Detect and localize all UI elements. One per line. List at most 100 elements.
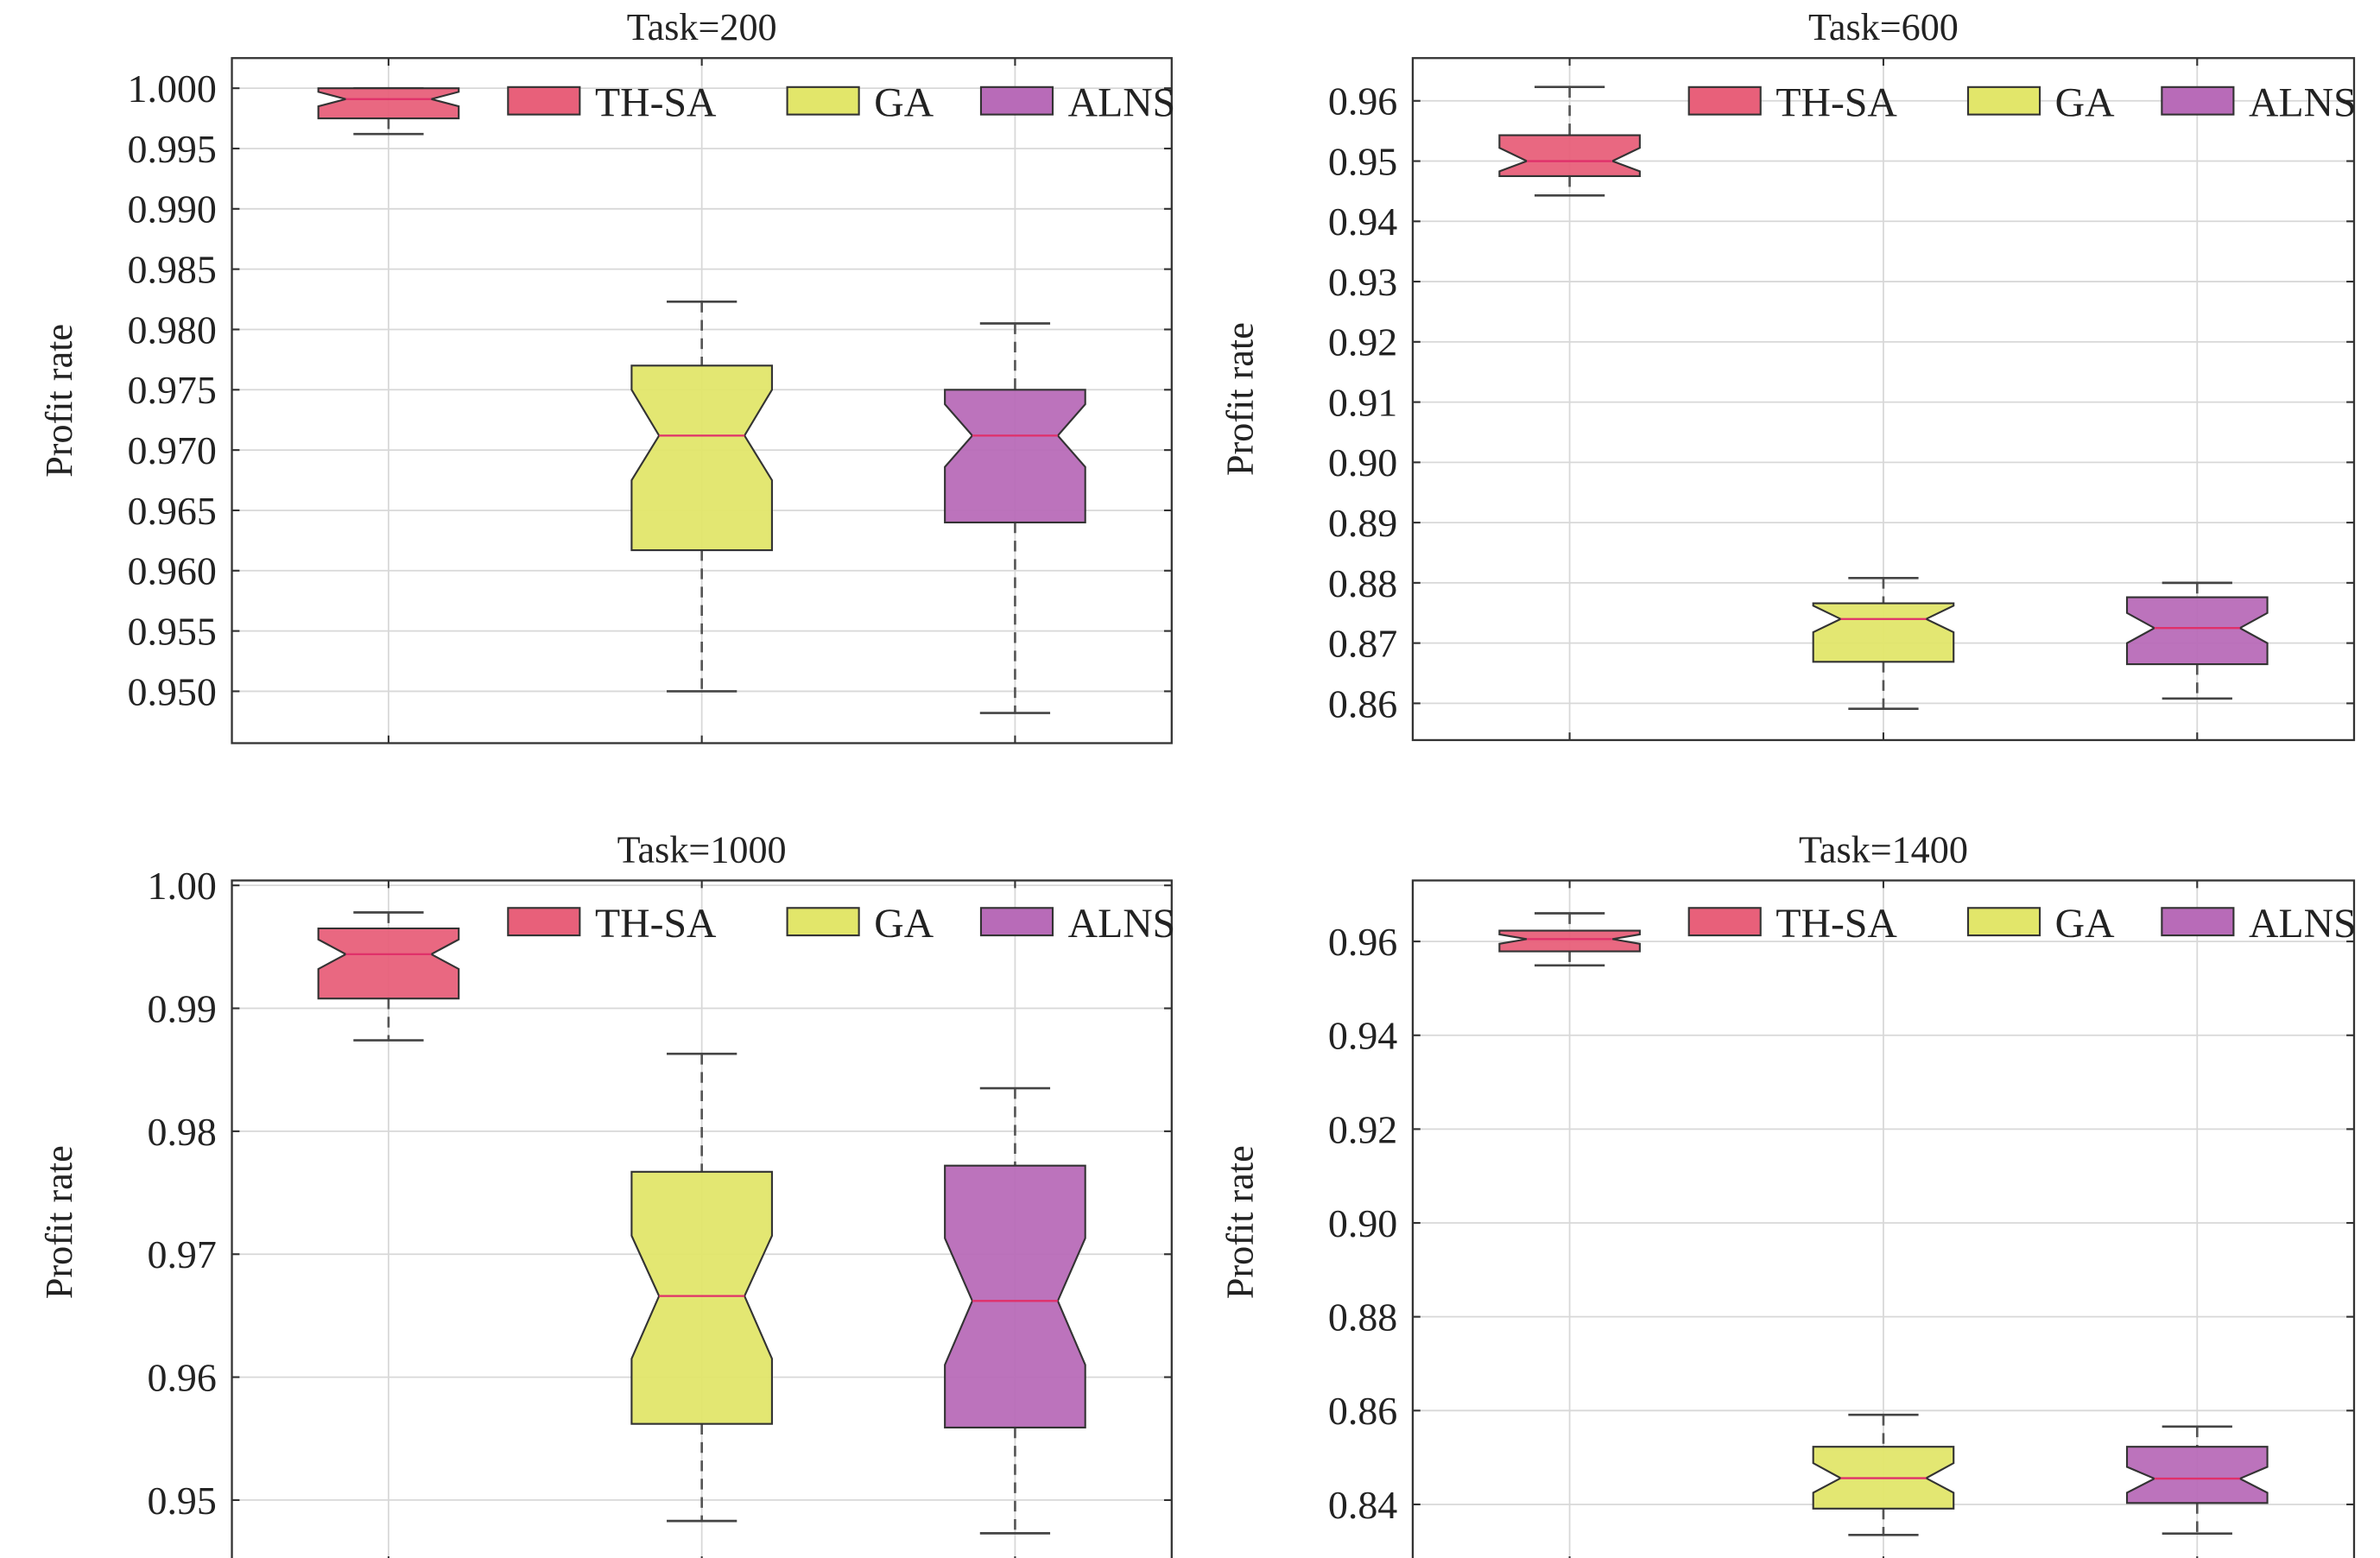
y-tick-label: 0.960 [128, 549, 217, 593]
plot-frame [1411, 57, 2356, 742]
legend: TH-SA GA ALNS [507, 901, 1176, 947]
y-tick-label: 0.93 [1328, 260, 1397, 304]
legend-swatch-ga [786, 86, 860, 116]
plot-frame [231, 57, 1173, 744]
legend-swatch-th-sa [1687, 86, 1762, 116]
y-tick-label: 0.990 [128, 187, 217, 231]
y-tick-label: 0.87 [1328, 622, 1397, 666]
y-tick-label: 0.94 [1328, 200, 1397, 244]
legend-label-ga: GA [874, 901, 934, 947]
y-tick-label: 0.965 [128, 489, 217, 533]
notched-box [1812, 602, 1955, 663]
legend-swatch-th-sa [1687, 907, 1762, 937]
box-ga [630, 301, 773, 693]
notched-box [630, 1170, 773, 1425]
box-alns [944, 322, 1086, 714]
y-tick-label: 0.86 [1328, 1389, 1397, 1433]
box-ga [1812, 1413, 1955, 1536]
box-th-sa [317, 911, 460, 1042]
y-tick-label: 0.99 [147, 986, 216, 1030]
y-tick-label: 0.950 [128, 669, 217, 713]
legend-label-th-sa: TH-SA [595, 79, 717, 125]
y-tick-label: 0.89 [1328, 501, 1397, 545]
y-tick-label: 0.980 [128, 307, 217, 352]
y-tick-label: 0.92 [1328, 1107, 1397, 1151]
y-tick-label: 0.975 [128, 368, 217, 412]
notched-box [2125, 1446, 2269, 1504]
legend-label-ga: GA [2055, 79, 2115, 125]
legend: TH-SA GA ALNS [1687, 901, 2357, 947]
chart-title: Task=1000 [617, 828, 787, 871]
plot-frame [231, 879, 1173, 1558]
legend-label-alns: ALNS [2249, 901, 2357, 947]
y-tick-label: 0.92 [1328, 320, 1397, 364]
notched-box [630, 364, 773, 552]
notched-box [2125, 596, 2269, 666]
legend-swatch-alns [979, 86, 1054, 116]
y-tick-label: 0.97 [147, 1232, 216, 1276]
notched-box [944, 389, 1086, 523]
legend-swatch-alns [979, 907, 1054, 937]
y-axis-label: Profit rate [1218, 322, 1261, 476]
y-tick-label: 0.96 [1328, 920, 1397, 964]
legend-label-th-sa: TH-SA [1776, 79, 1897, 125]
box-alns [2125, 581, 2269, 700]
box-ga [630, 1052, 773, 1523]
box-alns [944, 1086, 1086, 1535]
y-tick-label: 0.96 [147, 1355, 216, 1399]
plot-frame [1411, 879, 2356, 1558]
y-tick-label: 0.970 [128, 428, 217, 472]
legend-swatch-ga [786, 907, 860, 937]
y-tick-label: 0.91 [1328, 380, 1397, 424]
y-tick-label: 0.95 [147, 1479, 216, 1523]
chart-panel-3: Task=1400 Profit rate 0.84 0.86 0.88 0.90 0.92… [1218, 828, 2357, 1558]
legend-label-th-sa: TH-SA [1776, 901, 1897, 947]
y-axis-label: Profit rate [1218, 1145, 1261, 1299]
legend-swatch-ga [1966, 907, 2041, 937]
y-tick-label: 0.995 [128, 127, 217, 171]
legend-label-alns: ALNS [1068, 79, 1176, 125]
legend-label-alns: ALNS [2249, 79, 2357, 125]
y-tick-label: 0.88 [1328, 1295, 1397, 1340]
box-ga [1812, 576, 1955, 710]
y-tick-label: 0.96 [1328, 79, 1397, 124]
legend-swatch-alns [2161, 86, 2235, 116]
chart-title: Task=600 [1808, 6, 1959, 48]
y-tick-label: 0.985 [128, 248, 217, 292]
box-th-sa [1498, 86, 1641, 197]
box-th-sa [1498, 912, 1641, 967]
legend: TH-SA GA ALNS [1687, 79, 2357, 125]
legend-label-th-sa: TH-SA [595, 901, 717, 947]
notched-box [1498, 134, 1641, 178]
notched-box [944, 1164, 1086, 1429]
y-tick-label: 0.90 [1328, 1201, 1397, 1245]
box-th-sa [317, 86, 460, 136]
chart-panel-2: Task=1000 Profit rate 0.95 0.96 0.97 0.98 0.99… [38, 828, 1175, 1558]
legend-label-ga: GA [874, 79, 934, 125]
y-tick-label: 0.95 [1328, 139, 1397, 183]
legend-label-ga: GA [2055, 901, 2115, 947]
legend-label-alns: ALNS [1068, 901, 1176, 947]
notched-box [317, 87, 460, 120]
y-tick-label: 0.86 [1328, 681, 1397, 725]
chart-panel-0: Task=200 Profit rate 0.950 0.955 0.960 0.965 0… [38, 6, 1176, 744]
chart-panel-1: Task=600 Profit rate 0.86 0.87 0.88 0.89 0.90 0… [1218, 6, 2357, 742]
notched-box [1498, 929, 1641, 953]
legend-swatch-ga [1966, 86, 2041, 116]
y-axis-label: Profit rate [38, 1145, 80, 1299]
legend-swatch-th-sa [507, 86, 581, 116]
y-tick-label: 0.84 [1328, 1483, 1397, 1527]
y-tick-label: 0.98 [147, 1110, 216, 1154]
chart-title: Task=1400 [1799, 828, 1968, 871]
y-axis-label: Profit rate [38, 324, 80, 478]
y-tick-label: 1.000 [128, 66, 217, 111]
y-tick-label: 0.88 [1328, 561, 1397, 605]
y-tick-label: 0.94 [1328, 1014, 1397, 1058]
legend-swatch-th-sa [507, 907, 581, 937]
y-tick-label: 1.00 [147, 864, 216, 908]
chart-title: Task=200 [627, 6, 777, 48]
y-tick-label: 0.90 [1328, 440, 1397, 484]
notched-box [317, 927, 460, 1000]
box-alns [2125, 1425, 2269, 1535]
